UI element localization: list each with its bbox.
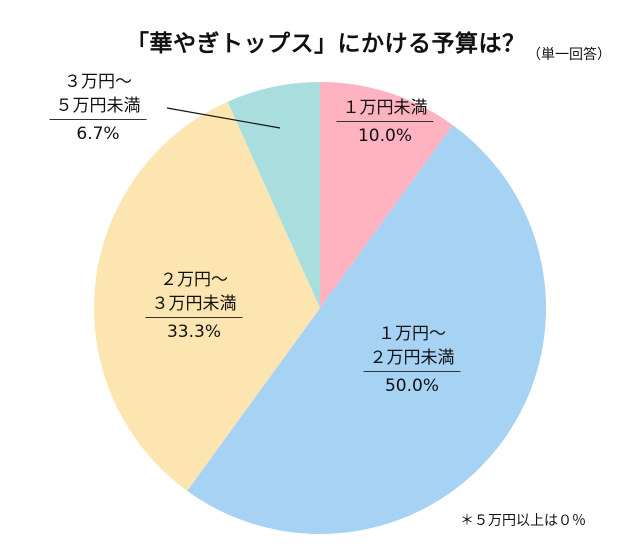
slice-label-0-range: １万円未満 [336,96,434,122]
slice-label-2-range: ３万円未満 [145,292,243,318]
chart-title: 「華やぎトップス」にかける予算は？ [126,31,526,57]
slice-label-1-pct: 50.0% [384,376,439,396]
leader-line [166,107,281,129]
slice-label-3-line1: ３万円～ [64,72,132,92]
pie-slice-2 [93,101,321,491]
footnote: ＊５万円以上は０％ [460,513,586,529]
pie-slice-0 [320,82,453,308]
slice-label-1: １万円～ ２万円未満 50.0% [363,322,461,398]
slice-label-2: ２万円～ ３万円未満 33.3% [145,268,243,344]
chart-subtitle: （単一回答） [527,47,611,63]
slice-label-2-line1: ２万円～ [160,270,228,290]
slice-label-3-range: ５万円未満 [49,94,147,120]
slice-label-3: ３万円～ ５万円未満 6.7% [49,70,147,146]
slice-label-3-pct: 6.7% [76,124,120,144]
slice-label-0-pct: 10.0% [357,126,412,146]
pie-slice-3 [227,82,320,308]
slice-label-1-range: ２万円未満 [363,346,461,372]
slice-label-1-line1: １万円～ [378,324,446,344]
slice-label-0: １万円未満 10.0% [336,96,434,148]
pie-slice-1 [187,125,547,535]
slice-label-2-pct: 33.3% [166,322,221,342]
